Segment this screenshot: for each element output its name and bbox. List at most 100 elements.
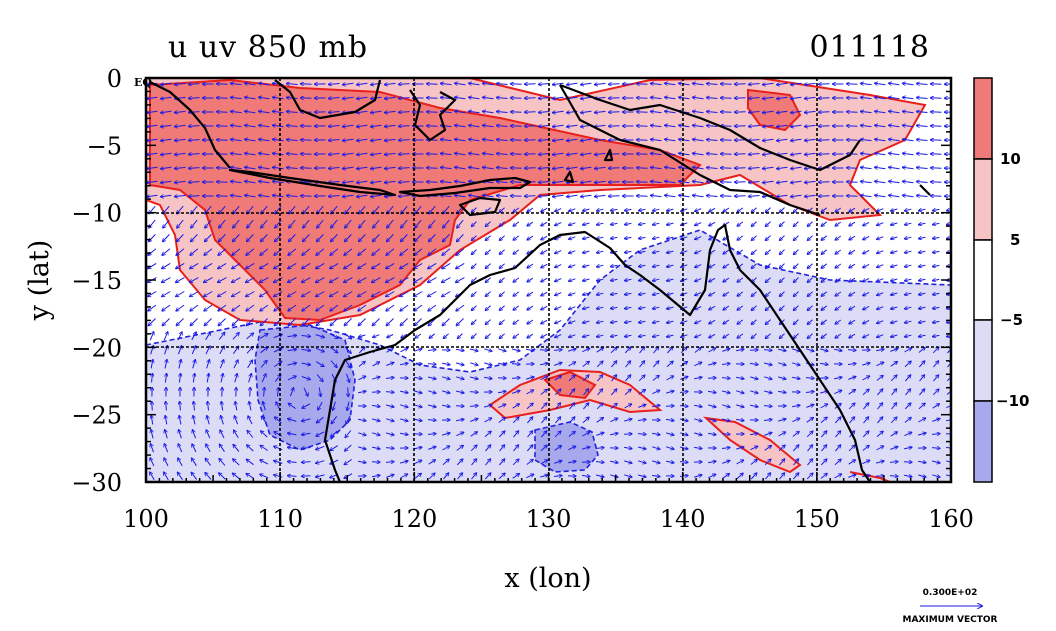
wind-vector [400, 277, 409, 283]
wind-vector [217, 126, 228, 127]
wind-vector [343, 167, 354, 168]
wind-vector [204, 277, 213, 283]
wind-vector [317, 234, 324, 241]
wind-vector [933, 279, 940, 280]
wind-vector [555, 250, 562, 254]
wind-vector [371, 153, 382, 155]
wind-vector [513, 305, 520, 310]
wind-vector [807, 291, 813, 297]
wind-vector [875, 195, 886, 197]
colorbar-label-5: 5 [1010, 231, 1020, 249]
wind-vector [541, 263, 548, 267]
wind-vector [917, 84, 928, 85]
wind-vector [316, 304, 325, 311]
wind-vector [777, 125, 788, 127]
wind-vector [889, 139, 900, 141]
wind-vector [469, 111, 480, 113]
wind-vector [177, 219, 184, 228]
wind-vector [287, 140, 298, 141]
wind-vector [637, 112, 648, 113]
wind-vector [457, 234, 464, 241]
wind-vector [497, 196, 508, 197]
wind-vector [415, 234, 422, 241]
wind-vector [863, 207, 870, 211]
wind-vector [400, 262, 409, 268]
wind-vector [162, 277, 171, 283]
wind-vector [217, 98, 228, 99]
colorbar-label-neg5: −5 [1000, 311, 1023, 329]
wind-vector [737, 291, 744, 296]
wind-vector [765, 207, 771, 213]
wind-vector [330, 304, 339, 311]
wind-vector [821, 277, 828, 282]
wind-vector [597, 209, 604, 211]
wind-vector [162, 248, 171, 255]
wind-vector [665, 195, 676, 197]
wind-vector [555, 264, 562, 268]
wind-vector [260, 262, 269, 268]
wind-vector [541, 249, 548, 253]
wind-vector [427, 98, 438, 99]
wind-vector [777, 167, 788, 169]
wind-vector [667, 251, 674, 253]
wind-vector [665, 181, 676, 183]
wind-vector [847, 98, 858, 99]
wind-vector [933, 265, 940, 266]
wind-vector [681, 293, 688, 295]
wind-vector [637, 154, 648, 155]
wind-vector [581, 181, 592, 183]
wind-vector [695, 236, 702, 240]
wind-vector [639, 293, 646, 294]
wind-vector [835, 249, 842, 254]
y-tick-label: −10 [71, 200, 122, 228]
wind-vector [875, 139, 886, 141]
x-tick-label: 140 [660, 505, 706, 533]
wind-vector [499, 305, 505, 311]
wind-vector [401, 234, 408, 241]
wind-vector [259, 153, 270, 155]
wind-vector [371, 125, 382, 127]
wind-vector [553, 83, 564, 84]
wind-vector [693, 153, 704, 154]
wind-vector [147, 181, 158, 183]
wind-vector [569, 293, 576, 295]
wind-vector [539, 182, 550, 183]
wind-vector [877, 223, 884, 226]
wind-vector [289, 205, 296, 214]
wind-vector [442, 291, 451, 297]
wind-vector [791, 97, 802, 99]
wind-vector [330, 277, 339, 283]
wind-vector [218, 291, 227, 297]
wind-vector [707, 84, 718, 85]
wind-vector [190, 291, 199, 297]
wind-vector [780, 277, 785, 283]
wind-vector [217, 196, 228, 197]
wind-vector [805, 181, 816, 182]
wind-vector [665, 125, 676, 127]
wind-vector [637, 98, 648, 99]
wind-vector [723, 291, 730, 296]
max-vector-value: 0.300E+02 [923, 588, 978, 598]
wind-vector [875, 97, 886, 99]
wind-vector [330, 262, 339, 268]
wind-vector [611, 307, 618, 308]
x-tick-label: 160 [928, 505, 974, 533]
wind-vector [527, 305, 534, 310]
wind-vector [441, 167, 452, 168]
y-tick-label: −25 [71, 402, 122, 430]
wind-vector [260, 291, 269, 297]
wind-vector [329, 154, 340, 155]
wind-vector [609, 84, 620, 85]
wind-vector [499, 221, 505, 227]
wind-vector [794, 277, 799, 283]
wind-vector [219, 205, 226, 214]
wind-vector [681, 223, 688, 225]
wind-vector [581, 111, 592, 113]
wind-vector [763, 83, 774, 84]
wind-vector [695, 292, 702, 296]
wind-vector [905, 279, 912, 281]
x-tick-label: 110 [257, 505, 303, 533]
wind-vector [805, 139, 816, 140]
wind-vector [875, 153, 886, 155]
